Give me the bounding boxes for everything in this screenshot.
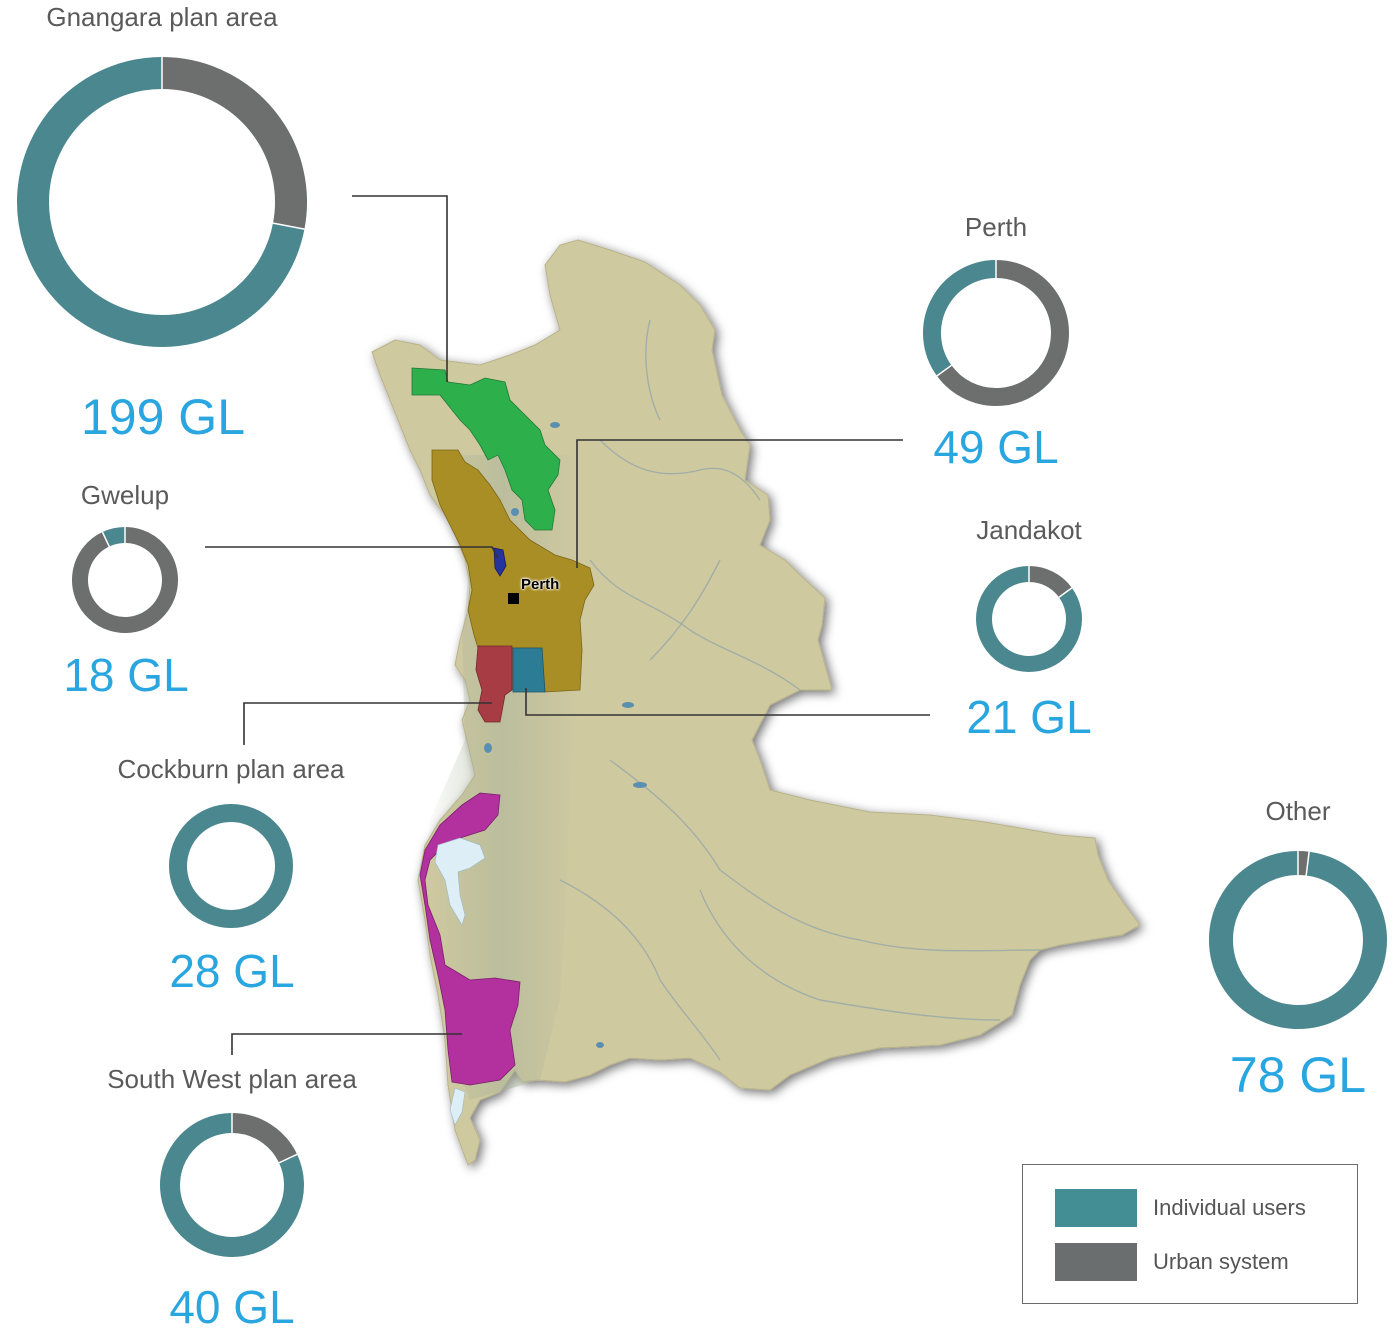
donut-jandakot-individual-segment bbox=[976, 566, 1082, 672]
donut-other-urban-segment bbox=[1297, 851, 1310, 876]
donut-cockburn bbox=[169, 804, 293, 928]
leader-jandakot bbox=[525, 688, 930, 716]
donut-southwest-urban-segment bbox=[231, 1113, 298, 1164]
perth-area bbox=[431, 449, 595, 693]
donut-other-separator bbox=[1305, 851, 1310, 876]
donut-jandakot-urban-segment bbox=[1028, 566, 1072, 598]
donut-gnangara-separator bbox=[272, 222, 305, 230]
donut-gnangara-individual-segment bbox=[17, 57, 305, 347]
donut-charts bbox=[17, 57, 1387, 1257]
estuary-water bbox=[434, 837, 486, 926]
perth-city-label: Perth bbox=[521, 576, 560, 593]
donut-perth-urban-segment bbox=[936, 260, 1069, 406]
leader-gwelup bbox=[205, 546, 499, 559]
leader-lines bbox=[205, 195, 930, 1055]
donut-gwelup bbox=[72, 527, 178, 633]
leader-southwest bbox=[231, 1033, 462, 1055]
legend-item-urban: Urban system bbox=[1055, 1243, 1289, 1281]
donut-gwelup-separator bbox=[101, 531, 110, 547]
cockburn-value: 28 GL bbox=[169, 945, 295, 997]
perth-city-marker bbox=[508, 593, 519, 604]
leader-perth bbox=[576, 439, 903, 568]
legend-swatch-urban bbox=[1055, 1243, 1137, 1281]
perth-value: 49 GL bbox=[933, 421, 1059, 473]
jandakot-label: Jandakot bbox=[976, 515, 1082, 545]
donut-gwelup-individual-segment bbox=[102, 527, 126, 547]
jandakot-value: 21 GL bbox=[966, 691, 1092, 743]
cockburn-label: Cockburn plan area bbox=[117, 754, 345, 784]
donut-gnangara-urban-segment bbox=[161, 57, 307, 230]
southwest-label: South West plan area bbox=[107, 1064, 357, 1094]
legend: Individual users Urban system bbox=[1022, 1164, 1358, 1304]
legend-label-individual: Individual users bbox=[1153, 1195, 1306, 1220]
perth-label: Perth bbox=[964, 212, 1028, 242]
donut-other bbox=[1209, 851, 1387, 1029]
jandakot-area bbox=[512, 647, 546, 693]
legend-item-individual: Individual users bbox=[1055, 1189, 1306, 1227]
donut-perth-separator bbox=[936, 364, 952, 377]
other-value: 78 GL bbox=[1229, 1047, 1367, 1103]
gnangara-value: 199 GL bbox=[80, 389, 246, 445]
donut-perth-individual-segment bbox=[923, 260, 997, 376]
leader-gnangara bbox=[352, 195, 448, 382]
other-label: Other bbox=[1265, 796, 1331, 826]
donut-southwest-separator bbox=[278, 1153, 298, 1164]
donut-gnangara bbox=[17, 57, 307, 347]
gwelup-value: 18 GL bbox=[63, 649, 189, 701]
donut-jandakot-separator bbox=[1058, 587, 1073, 598]
donut-gwelup-urban-segment bbox=[72, 527, 178, 633]
donut-other-individual-segment bbox=[1209, 851, 1387, 1029]
water-bodies bbox=[484, 422, 647, 1048]
donut-cockburn-individual-segment bbox=[169, 804, 293, 928]
river-lines bbox=[559, 319, 1041, 1061]
southwest-value: 40 GL bbox=[169, 1281, 295, 1333]
southern-lake bbox=[449, 1087, 466, 1126]
donut-southwest-individual-segment bbox=[160, 1113, 304, 1257]
gnangara-label: Gnangara plan area bbox=[46, 2, 278, 32]
gwelup-label: Gwelup bbox=[80, 480, 170, 510]
legend-swatch-individual bbox=[1055, 1189, 1137, 1227]
donut-southwest bbox=[160, 1113, 304, 1257]
donut-jandakot bbox=[976, 566, 1082, 672]
legend-label-urban: Urban system bbox=[1153, 1249, 1289, 1274]
donut-perth bbox=[923, 260, 1069, 406]
gnangara-area bbox=[411, 367, 561, 531]
leader-cockburn bbox=[243, 702, 492, 745]
